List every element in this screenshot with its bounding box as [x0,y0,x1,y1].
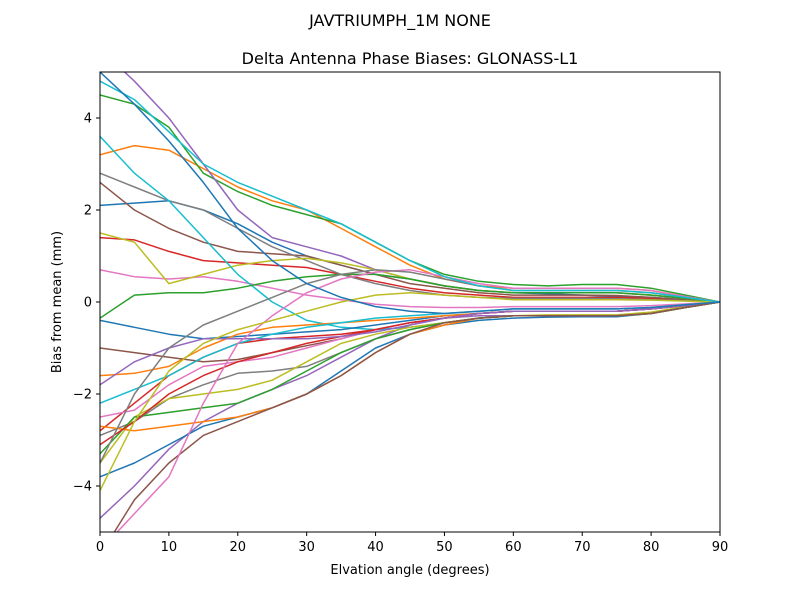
series-line-29 [100,292,720,491]
chart-title: Delta Antenna Phase Biases: GLONASS-L1 [242,49,579,68]
y-tick-label: 2 [84,204,92,219]
series-line-6 [100,181,720,303]
x-tick-label: 20 [230,540,247,555]
x-tick-label: 70 [574,540,591,555]
series-line-30 [100,80,720,303]
series-line-13 [100,273,720,319]
series-line-27 [116,269,720,532]
series-line-19 [100,301,720,464]
y-axis-label: Bias from mean (mm) [50,231,65,373]
x-axis: 0 10 20 30 40 50 60 70 80 90 [96,532,728,555]
series-line-25 [100,301,720,386]
x-tick-label: 80 [643,540,660,555]
x-axis-label: Elvation angle (degrees) [330,563,489,578]
x-tick-label: 50 [436,540,453,555]
y-axis: −4 −2 0 2 4 [73,112,100,495]
x-tick-label: 0 [96,540,104,555]
y-tick-label: 4 [84,112,92,127]
series-line-8 [100,172,720,303]
y-tick-label: −2 [73,388,92,403]
y-tick-label: 0 [84,296,92,311]
x-tick-label: 10 [161,540,178,555]
series-line-7 [100,269,720,309]
series-line-4 [100,236,720,303]
x-tick-label: 40 [367,540,384,555]
series-line-26 [113,301,720,532]
series-line-31 [100,72,720,315]
chart-suptitle: JAVTRIUMPH_1M NONE [308,11,491,31]
x-tick-label: 60 [505,540,522,555]
x-tick-label: 90 [712,540,729,555]
y-tick-label: −4 [73,480,92,495]
series-layer [100,72,720,532]
x-tick-label: 30 [298,540,315,555]
